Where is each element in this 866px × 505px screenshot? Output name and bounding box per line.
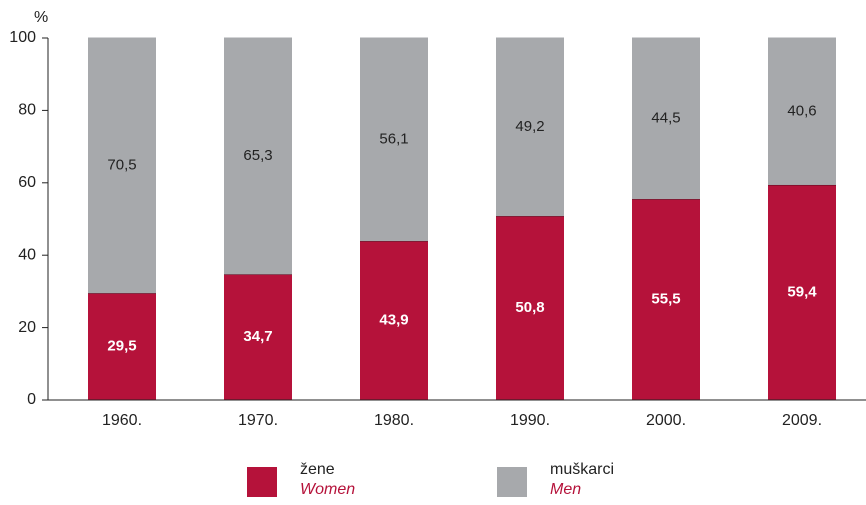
y-tick-label: 60 — [18, 174, 36, 191]
y-tick-label: 0 — [27, 391, 36, 408]
value-label: 44,5 — [651, 110, 680, 127]
legend-label-en: Men — [550, 481, 581, 498]
legend-swatch — [497, 467, 527, 497]
value-label: 55,5 — [651, 291, 680, 308]
value-label: 40,6 — [787, 102, 816, 119]
y-tick-label: 100 — [9, 29, 36, 46]
bar-segment — [632, 38, 700, 200]
x-tick-label: 1990. — [510, 412, 550, 429]
legend-label: muškarci — [550, 461, 614, 478]
value-label: 43,9 — [379, 312, 408, 329]
value-label: 56,1 — [379, 131, 408, 148]
y-tick-label: 20 — [18, 319, 36, 336]
bar-segment — [768, 184, 836, 400]
y-tick-label: 40 — [18, 246, 36, 263]
bar-segment — [496, 38, 564, 217]
bar-segment — [632, 199, 700, 400]
legend-label: žene — [300, 461, 335, 478]
bar-segment — [360, 241, 428, 400]
x-tick-label: 1980. — [374, 412, 414, 429]
bar-segment — [360, 38, 428, 242]
y-axis-label: % — [34, 9, 48, 26]
x-tick-label: 1960. — [102, 412, 142, 429]
x-tick-label: 2000. — [646, 412, 686, 429]
value-label: 29,5 — [107, 338, 136, 355]
value-label: 65,3 — [243, 147, 272, 164]
value-label: 50,8 — [515, 299, 544, 316]
bar-segment — [224, 274, 292, 400]
value-label: 34,7 — [243, 328, 272, 345]
bar-segment — [88, 293, 156, 400]
bar-segment — [768, 38, 836, 185]
value-label: 70,5 — [107, 157, 136, 174]
y-tick-label: 80 — [18, 102, 36, 119]
bar-segment — [88, 38, 156, 294]
legend-swatch — [247, 467, 277, 497]
x-tick-label: 1970. — [238, 412, 278, 429]
x-tick-label: 2009. — [782, 412, 822, 429]
legend-label-en: Women — [300, 481, 355, 498]
bar-segment — [496, 216, 564, 400]
value-label: 59,4 — [787, 283, 817, 300]
value-label: 49,2 — [515, 118, 544, 135]
bar-segment — [224, 38, 292, 275]
